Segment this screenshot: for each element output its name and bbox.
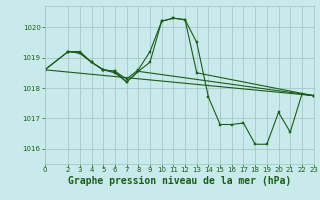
X-axis label: Graphe pression niveau de la mer (hPa): Graphe pression niveau de la mer (hPa) bbox=[68, 176, 291, 186]
